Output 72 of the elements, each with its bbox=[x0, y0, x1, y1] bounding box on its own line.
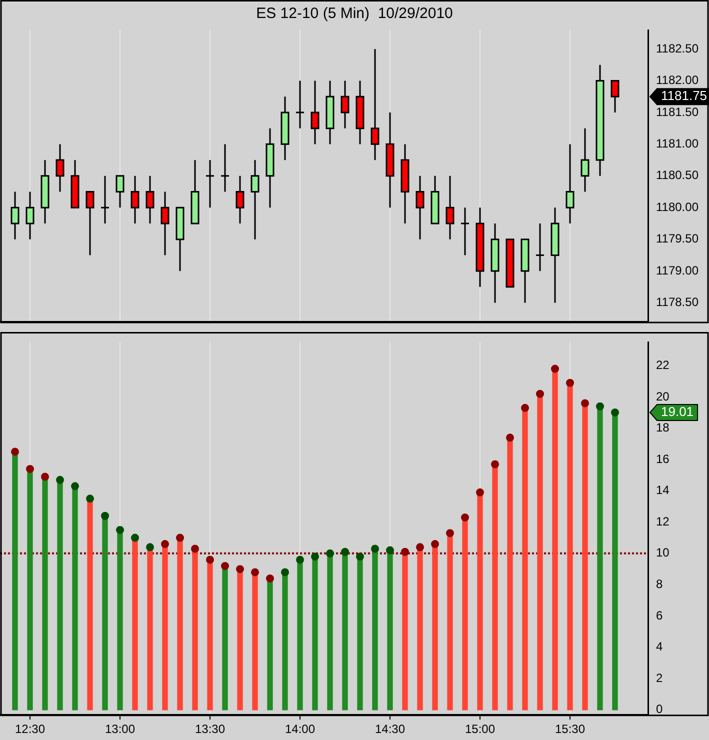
point bbox=[401, 548, 409, 556]
point bbox=[131, 534, 139, 542]
point bbox=[431, 540, 439, 548]
point bbox=[566, 378, 574, 387]
point bbox=[476, 488, 484, 496]
point bbox=[446, 529, 454, 538]
point bbox=[311, 552, 319, 561]
point bbox=[86, 494, 94, 503]
point bbox=[206, 556, 214, 564]
point bbox=[11, 448, 19, 456]
point bbox=[386, 546, 394, 554]
text: 19.01 bbox=[661, 404, 694, 420]
point bbox=[296, 556, 304, 564]
point bbox=[371, 544, 379, 553]
point bbox=[281, 568, 289, 576]
point bbox=[581, 399, 589, 408]
y-tick-label: 1179.50 bbox=[656, 232, 699, 246]
point bbox=[41, 472, 49, 481]
point bbox=[536, 390, 544, 398]
point bbox=[236, 565, 244, 574]
point bbox=[266, 574, 274, 582]
point bbox=[551, 364, 559, 373]
y-tick-label: 1181.50 bbox=[656, 104, 699, 119]
x-tick-label: 13:30 bbox=[194, 722, 226, 736]
text: 1181.75 bbox=[661, 88, 708, 104]
x-tick-label: 15:30 bbox=[554, 722, 586, 736]
y-tick-label: 0 bbox=[656, 702, 663, 716]
x-tick-label: 14:00 bbox=[284, 722, 316, 736]
point bbox=[326, 549, 334, 558]
point bbox=[191, 544, 199, 553]
point bbox=[146, 543, 154, 552]
y-tick-label: 1181.00 bbox=[656, 136, 699, 150]
y-tick-label: 10 bbox=[656, 546, 670, 560]
point bbox=[461, 513, 469, 522]
y-tick-label: 6 bbox=[656, 608, 663, 622]
x-tick-label: 13:00 bbox=[104, 722, 136, 736]
x-tick-label: 15:00 bbox=[464, 722, 496, 736]
y-tick-label: 8 bbox=[656, 577, 663, 592]
point bbox=[356, 552, 364, 561]
y-tick-label: 22 bbox=[656, 358, 670, 372]
point bbox=[56, 476, 64, 484]
y-tick-label: 18 bbox=[656, 420, 670, 435]
point bbox=[341, 548, 349, 556]
x-tick-label: 12:30 bbox=[14, 722, 46, 736]
point bbox=[116, 526, 124, 534]
y-tick-label: 1179.00 bbox=[656, 263, 699, 278]
point bbox=[521, 404, 529, 412]
y-tick-label: 1180.50 bbox=[656, 168, 699, 182]
y-tick-label: 1178.50 bbox=[656, 295, 699, 310]
y-tick-label: 1180.00 bbox=[656, 200, 699, 214]
chart-title: ES 12-10 (5 Min) 10/29/2010 bbox=[256, 5, 453, 22]
point bbox=[221, 562, 229, 570]
y-tick-label: 4 bbox=[656, 640, 663, 654]
point bbox=[416, 543, 424, 552]
y-tick-label: 12 bbox=[656, 514, 670, 528]
y-tick-label: 20 bbox=[656, 389, 670, 404]
point bbox=[596, 402, 604, 410]
point bbox=[251, 568, 259, 576]
point bbox=[506, 434, 514, 442]
y-tick-label: 1182.50 bbox=[656, 41, 699, 56]
y-tick-label: 14 bbox=[656, 483, 670, 498]
point bbox=[491, 460, 499, 468]
point bbox=[176, 534, 184, 542]
point bbox=[611, 408, 619, 416]
point bbox=[161, 540, 169, 548]
point bbox=[101, 512, 109, 520]
x-tick-label: 14:30 bbox=[374, 722, 406, 736]
y-tick-label: 16 bbox=[656, 452, 670, 466]
point bbox=[71, 482, 79, 490]
y-tick-label: 1182.00 bbox=[656, 73, 699, 88]
y-tick-label: 2 bbox=[656, 670, 663, 685]
point bbox=[26, 464, 34, 473]
